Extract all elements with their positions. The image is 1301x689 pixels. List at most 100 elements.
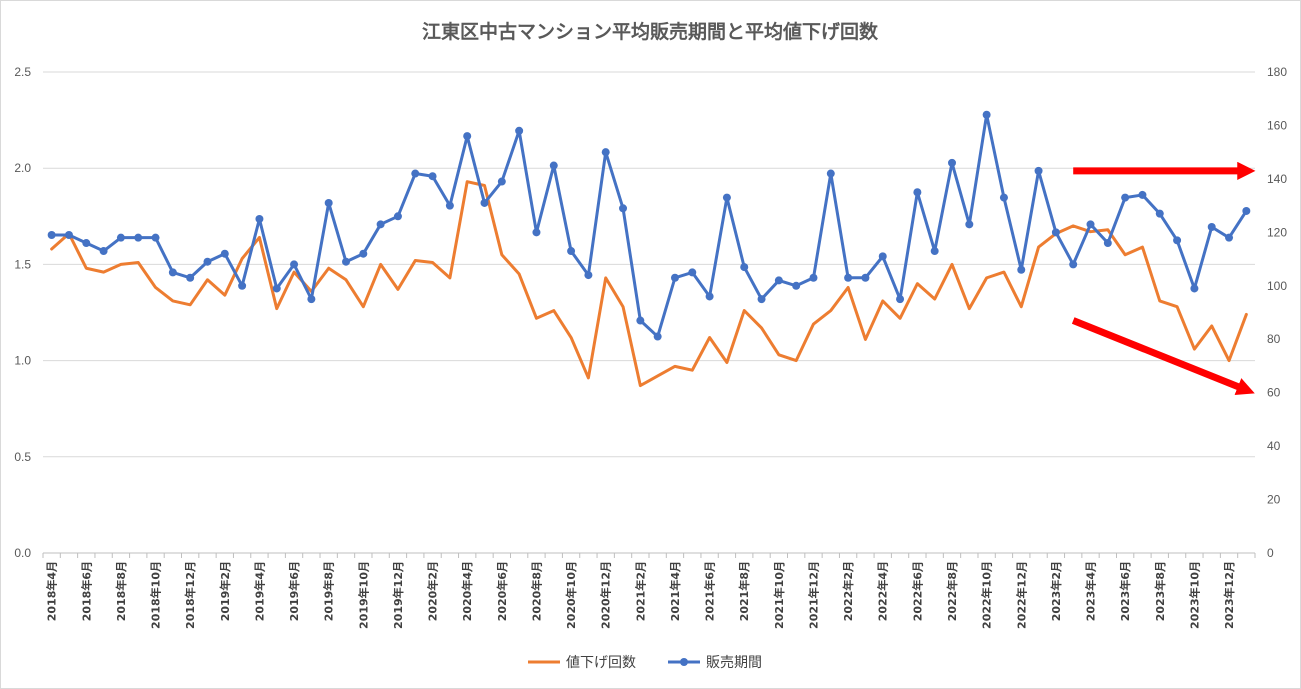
- data-point: [532, 228, 541, 237]
- y-left-tick-label: 2.0: [14, 161, 31, 175]
- data-point: [740, 263, 749, 272]
- data-point: [844, 273, 853, 282]
- y-right-tick-label: 80: [1267, 332, 1281, 346]
- data-point: [515, 126, 524, 135]
- x-tick-label: 2023年6月: [1118, 561, 1132, 621]
- data-point: [1121, 193, 1130, 202]
- data-point: [774, 276, 783, 285]
- data-point: [238, 281, 247, 290]
- x-tick-label: 2020年10月: [564, 561, 578, 629]
- series-line-1: [50, 113, 1248, 339]
- y-right-tick-label: 100: [1267, 279, 1287, 293]
- x-tick-label: 2022年10月: [980, 561, 994, 629]
- data-point: [982, 110, 991, 119]
- data-point: [636, 316, 645, 325]
- data-point: [255, 214, 264, 223]
- data-point: [82, 239, 91, 248]
- data-point: [705, 292, 714, 301]
- x-tick-label: 2018年8月: [114, 561, 128, 621]
- y-right-tick-label: 60: [1267, 386, 1281, 400]
- data-point: [1051, 228, 1060, 237]
- x-tick-label: 2022年6月: [910, 561, 924, 621]
- data-point: [272, 284, 281, 293]
- data-point: [220, 249, 229, 258]
- x-tick-label: 2022年12月: [1014, 561, 1028, 629]
- x-tick-label: 2022年8月: [945, 561, 959, 621]
- x-tick-label: 2019年12月: [391, 561, 405, 629]
- x-tick-label: 2021年6月: [703, 561, 717, 621]
- x-tick-label: 2020年6月: [495, 561, 509, 621]
- data-point: [913, 188, 922, 197]
- data-point: [324, 198, 333, 207]
- data-point: [826, 169, 835, 178]
- data-point: [1069, 260, 1078, 269]
- data-point: [567, 247, 576, 256]
- data-point: [965, 220, 974, 229]
- x-tick-label: 2018年6月: [79, 561, 93, 621]
- y-right-tick-label: 120: [1267, 225, 1287, 239]
- series-layer: [47, 110, 1251, 388]
- x-tick-label: 2023年10月: [1187, 561, 1201, 629]
- x-tick-label: 2019年2月: [218, 561, 232, 621]
- x-tick-label: 2021年8月: [737, 561, 751, 621]
- x-tick-label: 2022年2月: [841, 561, 855, 621]
- x-tick-label: 2019年10月: [356, 561, 370, 629]
- data-point: [619, 204, 628, 213]
- data-point: [1190, 284, 1199, 293]
- data-point: [999, 193, 1008, 202]
- data-point: [722, 193, 731, 202]
- x-tick-label: 2021年10月: [772, 561, 786, 629]
- y-left-axis: 0.0 0.5 1.0 1.5 2.0 2.5: [14, 65, 31, 560]
- data-point: [428, 172, 437, 181]
- x-tick-label: 2018年10月: [149, 561, 163, 629]
- y-left-tick-label: 0.0: [14, 546, 31, 560]
- data-point: [480, 198, 489, 207]
- y-left-tick-label: 1.0: [14, 354, 31, 368]
- data-point: [861, 273, 870, 282]
- x-tick-label: 2021年12月: [806, 561, 820, 629]
- data-point: [930, 247, 939, 256]
- data-point: [445, 201, 454, 210]
- data-point: [393, 212, 402, 221]
- y-right-tick-label: 40: [1267, 439, 1281, 453]
- y-left-tick-label: 0.5: [14, 450, 31, 464]
- data-point: [116, 233, 125, 242]
- data-point: [463, 132, 472, 141]
- data-point: [151, 233, 160, 242]
- y-right-tick-label: 180: [1267, 65, 1287, 79]
- data-point: [653, 332, 662, 341]
- x-tick-label: 2019年6月: [287, 561, 301, 621]
- y-left-tick-label: 2.5: [14, 65, 31, 79]
- gridlines: [43, 71, 1255, 458]
- legend-label-price-drops: 値下げ回数: [566, 655, 636, 671]
- data-point: [1103, 239, 1112, 248]
- data-point: [549, 161, 558, 170]
- data-point: [584, 271, 593, 280]
- legend-marker-sales-period: [680, 658, 688, 666]
- x-tick-label: 2023年4月: [1084, 561, 1098, 621]
- data-point: [307, 295, 316, 304]
- data-point: [809, 273, 818, 282]
- data-point: [1138, 190, 1147, 199]
- data-point: [134, 233, 143, 242]
- data-point: [497, 177, 506, 186]
- x-tick-label: 2023年8月: [1153, 561, 1167, 621]
- data-point: [203, 257, 212, 266]
- trend-arrow-down: [1071, 317, 1255, 396]
- data-point: [1173, 236, 1182, 245]
- y-left-tick-label: 1.5: [14, 257, 31, 271]
- data-point: [1017, 265, 1026, 274]
- data-point: [896, 295, 905, 304]
- x-tick-label: 2018年12月: [183, 561, 197, 629]
- legend-label-sales-period: 販売期間: [706, 655, 762, 671]
- x-axis: 2018年4月 2018年6月 2018年8月 2018年10月 2018年12月 201…: [42, 553, 1256, 629]
- data-point: [1242, 206, 1251, 215]
- data-point: [1034, 166, 1043, 175]
- data-point: [359, 249, 368, 258]
- data-point: [948, 158, 956, 167]
- data-point: [342, 257, 350, 266]
- y-right-tick-label: 140: [1267, 172, 1287, 186]
- x-tick-label: 2020年8月: [529, 561, 543, 621]
